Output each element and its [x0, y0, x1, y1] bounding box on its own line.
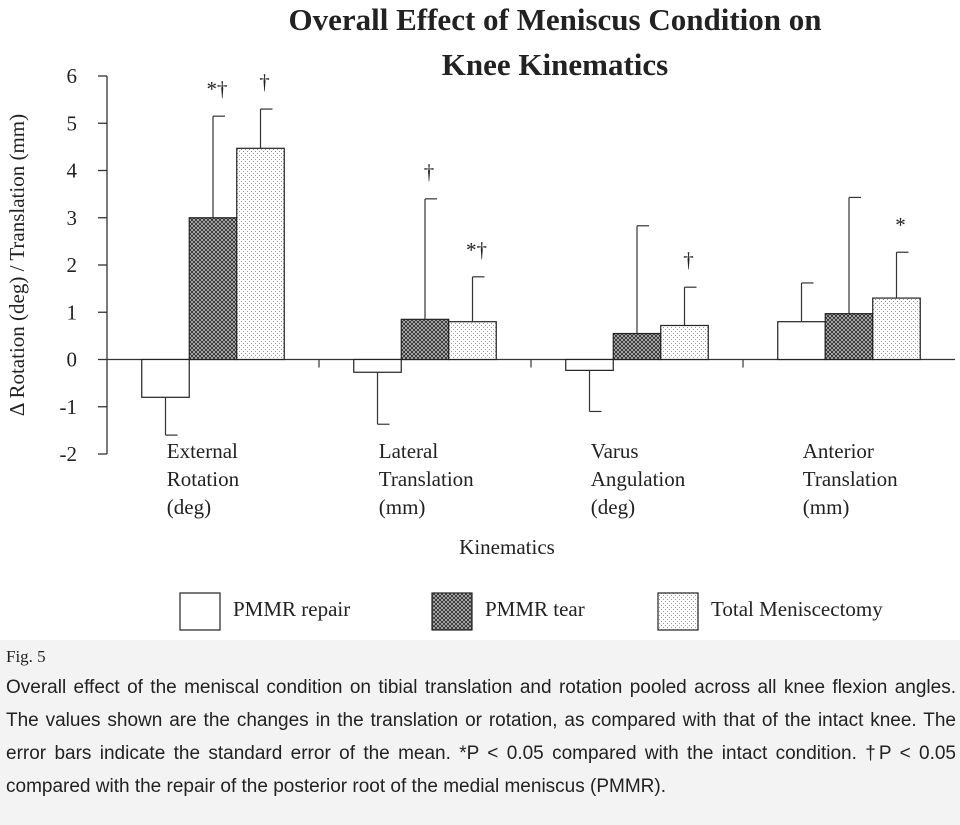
- x-tick-label: Translation: [803, 467, 898, 491]
- chart-title: Knee Kinematics: [442, 47, 668, 82]
- y-tick-label: 5: [67, 111, 78, 135]
- y-tick-label: -1: [60, 395, 78, 419]
- x-tick-label: Varus: [591, 439, 639, 463]
- bar: [448, 321, 497, 361]
- bar: [236, 147, 285, 361]
- y-tick-label: 0: [67, 348, 78, 372]
- legend-swatch: [657, 592, 699, 631]
- chart-title: Overall Effect of Meniscus Condition on: [289, 2, 822, 37]
- x-tick-label: Translation: [379, 467, 474, 491]
- bar: [353, 358, 402, 373]
- x-tick-label: (mm): [379, 495, 426, 519]
- x-tick-label: (deg): [591, 495, 635, 519]
- y-tick-label: 2: [67, 253, 78, 277]
- x-tick-label: External: [167, 439, 238, 463]
- error-bar: [683, 286, 697, 326]
- bar: [777, 321, 826, 361]
- legend-swatch: [179, 592, 221, 631]
- legend-label: PMMR tear: [485, 597, 585, 621]
- y-tick-label: 1: [67, 300, 78, 324]
- legend-label: Total Meniscectomy: [711, 597, 883, 621]
- significance-mark: *†: [207, 77, 228, 101]
- bar: [612, 332, 662, 361]
- bar: [824, 313, 874, 361]
- error-bar: [471, 276, 485, 322]
- significance-mark: †: [683, 248, 694, 272]
- bar: [872, 297, 921, 361]
- bar: [141, 358, 190, 398]
- error-bar: [895, 251, 909, 299]
- error-bar: [848, 196, 861, 314]
- significance-mark: *†: [466, 238, 487, 262]
- y-tick-label: 3: [67, 206, 78, 230]
- significance-mark: †: [259, 70, 270, 94]
- y-axis-label: Δ Rotation (deg) / Translation (mm): [5, 114, 29, 416]
- error-bar: [164, 397, 178, 436]
- error-bar: [424, 198, 437, 320]
- significance-mark: †: [424, 160, 435, 184]
- significance-mark: *: [895, 213, 906, 237]
- legend-label: PMMR repair: [233, 597, 350, 621]
- error-bar: [259, 108, 273, 149]
- x-axis-label: Kinematics: [459, 535, 555, 559]
- y-tick-label: -2: [60, 442, 78, 466]
- y-tick-label: 6: [67, 64, 78, 88]
- y-tick-label: 4: [67, 159, 78, 183]
- x-tick-label: (deg): [167, 495, 211, 519]
- x-tick-label: Angulation: [591, 467, 686, 491]
- x-tick-label: (mm): [803, 495, 850, 519]
- error-bar: [212, 115, 225, 218]
- chart: Overall Effect of Meniscus Condition on …: [5, 2, 955, 631]
- caption-text: Overall effect of the meniscal condition…: [6, 677, 956, 797]
- x-tick-label: Lateral: [379, 439, 439, 463]
- bar: [565, 358, 614, 371]
- error-bar: [800, 282, 814, 322]
- x-tick-label: Anterior: [803, 439, 874, 463]
- legend-swatch: [431, 592, 473, 631]
- error-bar: [636, 225, 649, 334]
- bar: [400, 318, 450, 361]
- x-tick-label: Rotation: [167, 467, 240, 491]
- error-bar: [588, 370, 602, 413]
- error-bar: [376, 372, 390, 425]
- caption: Fig. 5 Overall effect of the meniscal co…: [0, 640, 960, 825]
- bar: [188, 217, 238, 361]
- figure-label: Fig. 5: [6, 647, 46, 666]
- bar: [660, 324, 709, 361]
